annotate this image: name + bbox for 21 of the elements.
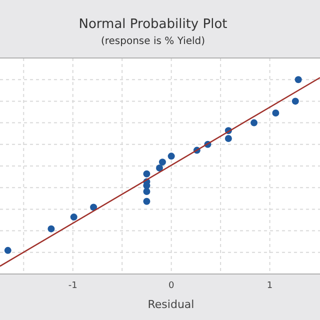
x-tick-label: -1: [68, 281, 78, 291]
point: [48, 225, 55, 232]
x-axis-title: Residual: [148, 298, 194, 311]
point: [156, 164, 164, 172]
point: [292, 98, 299, 105]
point: [272, 109, 280, 116]
chart-subtitle: (response is % Yield): [100, 36, 206, 47]
point: [224, 135, 232, 142]
point: [70, 214, 78, 221]
point: [158, 158, 166, 166]
point: [143, 170, 150, 178]
point: [250, 119, 258, 126]
chart-title: Normal Probability Plot: [78, 17, 228, 32]
point: [294, 76, 302, 84]
point: [4, 246, 12, 254]
x-tick-label: 1: [266, 281, 273, 291]
point: [143, 188, 150, 196]
point: [168, 152, 175, 160]
point: [143, 198, 150, 205]
x-tick-label: 0: [168, 281, 174, 291]
point: [90, 204, 98, 211]
